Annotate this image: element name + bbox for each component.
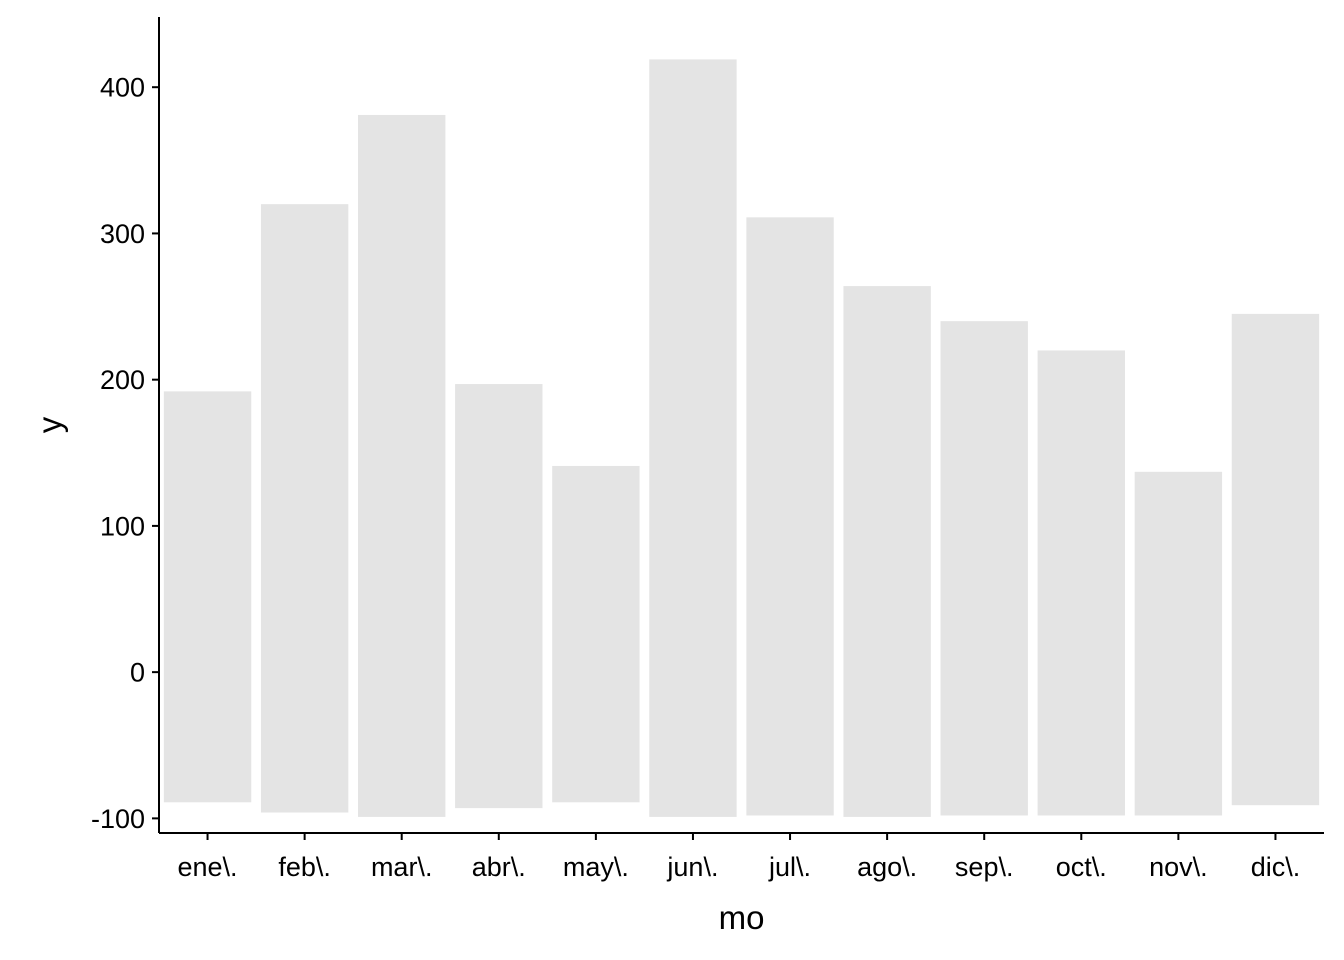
bar-7: [843, 286, 931, 817]
axes: [158, 17, 1324, 834]
bar-0: [163, 391, 252, 803]
y-axis-title: y: [31, 416, 68, 433]
x-tick-label: may\.: [563, 852, 629, 882]
bar-5: [649, 59, 737, 817]
bar-3: [455, 384, 543, 809]
x-tick-label: mar\.: [371, 852, 433, 882]
x-tick-label: jul\.: [768, 852, 811, 882]
bar-4: [552, 465, 640, 803]
x-tick-label: dic\.: [1251, 852, 1301, 882]
x-tick-label: sep\.: [955, 852, 1014, 882]
x-tick-label: jun\.: [666, 852, 718, 882]
y-tick-label: 0: [130, 658, 145, 688]
y-tick-label: 300: [100, 219, 145, 249]
bar-10: [1134, 471, 1223, 816]
y-tick-label: -100: [91, 804, 145, 834]
bar-1: [260, 204, 349, 813]
bar-9: [1037, 350, 1125, 816]
y-tick-label: 200: [100, 365, 145, 395]
x-tick-label: ago\.: [857, 852, 917, 882]
x-tick-label: oct\.: [1056, 852, 1107, 882]
bar-2: [358, 114, 446, 817]
x-tick-label: feb\.: [278, 852, 331, 882]
bar-8: [940, 321, 1028, 816]
x-tick-label: abr\.: [472, 852, 526, 882]
bars: [163, 59, 1320, 817]
bar-6: [746, 217, 834, 816]
x-axis-ticks: ene\. feb\. mar\. abr\. may\. jun\. jul\. ago\.…: [178, 833, 1301, 882]
y-axis-ticks: -100 0 100 200 300 400: [91, 73, 159, 834]
y-tick-label: 400: [100, 73, 145, 103]
x-tick-label: nov\.: [1149, 852, 1208, 882]
bar-11: [1231, 313, 1320, 806]
x-axis-title: mo: [719, 899, 765, 936]
y-tick-label: 100: [100, 511, 145, 541]
x-tick-label: ene\.: [178, 852, 238, 882]
